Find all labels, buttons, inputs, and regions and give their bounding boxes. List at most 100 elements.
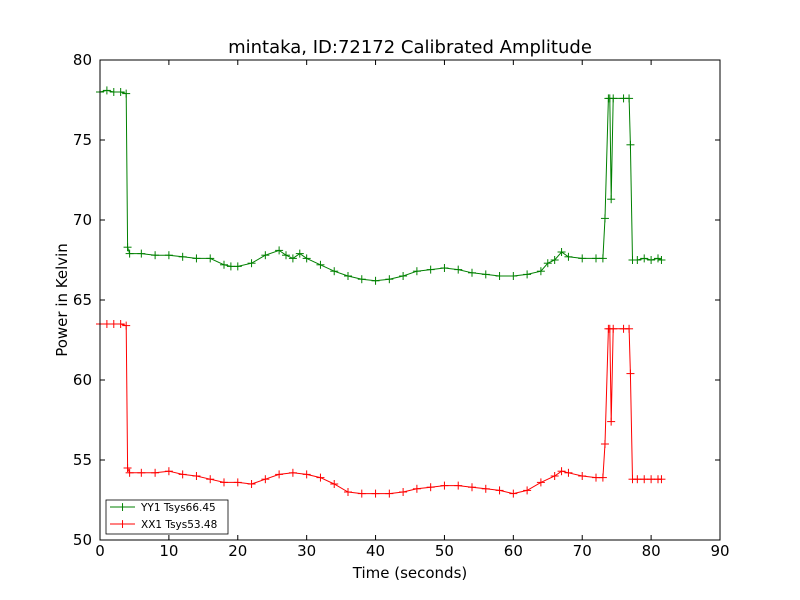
data-point-xx1 [564, 468, 573, 477]
plot-frame [99, 59, 721, 541]
data-point-yy1 [399, 272, 408, 280]
legend-marker-yy1: + [117, 500, 127, 514]
data-point-xx1 [633, 475, 642, 484]
data-point-xx1 [468, 483, 476, 492]
data-point-xx1 [109, 320, 118, 328]
data-point-yy1 [468, 268, 476, 277]
data-point-xx1 [495, 486, 504, 495]
data-point-yy1 [125, 249, 134, 258]
data-point-xx1 [178, 470, 187, 479]
data-point-xx1 [123, 464, 132, 472]
x-tick-label: 0 [95, 542, 105, 560]
data-point-yy1 [625, 94, 634, 103]
data-point-yy1 [633, 256, 642, 264]
legend-marker-xx1: + [117, 517, 127, 531]
data-point-yy1 [282, 251, 290, 260]
data-point-yy1 [536, 267, 545, 276]
x-tick-label: 60 [504, 542, 523, 560]
data-point-yy1 [226, 262, 235, 271]
y-axis-label: Power in Kelvin [53, 243, 71, 357]
data-point-xx1 [600, 440, 609, 448]
data-point-xx1 [357, 489, 366, 498]
data-point-yy1 [454, 265, 463, 274]
x-tick-label: 40 [366, 542, 385, 560]
data-point-xx1 [399, 488, 408, 496]
data-point-yy1 [626, 140, 635, 149]
data-point-xx1 [137, 468, 146, 477]
x-tick-label: 90 [710, 542, 729, 560]
data-point-yy1 [109, 88, 118, 96]
data-point-xx1 [440, 481, 449, 490]
data-point-yy1 [164, 251, 173, 260]
data-point-yy1 [295, 249, 304, 258]
data-point-yy1 [426, 265, 435, 274]
data-point-yy1 [578, 254, 587, 263]
data-point-xx1 [275, 470, 284, 479]
chart-title: mintaka, ID:72172 Calibrated Amplitude [228, 37, 592, 58]
data-point-yy1 [371, 276, 380, 285]
data-point-xx1 [609, 324, 618, 333]
data-point-xx1 [607, 417, 616, 426]
x-tick-label: 30 [297, 542, 316, 560]
data-point-xx1 [481, 484, 490, 493]
data-point-yy1 [509, 272, 518, 280]
data-point-yy1 [151, 251, 160, 260]
data-point-xx1 [125, 468, 134, 477]
data-point-xx1 [454, 481, 463, 490]
data-point-xx1 [371, 489, 380, 498]
data-point-yy1 [440, 264, 449, 272]
data-point-xx1 [523, 486, 532, 495]
data-point-xx1 [592, 473, 600, 482]
plot-area [100, 60, 720, 540]
data-point-xx1 [302, 470, 311, 479]
data-point-yy1 [192, 254, 201, 263]
data-point-yy1 [261, 251, 270, 260]
data-point-xx1 [412, 484, 421, 493]
data-point-xx1 [626, 369, 635, 378]
data-point-xx1 [247, 480, 256, 488]
data-point-yy1 [564, 252, 573, 261]
data-point-xx1 [385, 489, 394, 498]
data-point-xx1 [330, 480, 339, 488]
y-tick-label: 55 [73, 451, 92, 469]
y-tick-label: 75 [73, 131, 92, 149]
x-tick-label: 20 [228, 542, 247, 560]
data-point-yy1 [592, 254, 600, 263]
x-tick-label: 80 [642, 542, 661, 560]
data-point-xx1 [426, 483, 435, 492]
data-point-xx1 [206, 475, 215, 484]
y-tick-label: 65 [73, 291, 92, 309]
data-point-yy1 [330, 267, 339, 276]
data-point-yy1 [220, 260, 228, 269]
legend-label-xx1: XX1 Tsys53.48 [141, 519, 217, 531]
data-point-yy1 [598, 254, 607, 263]
data-point-yy1 [116, 88, 125, 96]
data-point-yy1 [550, 256, 559, 264]
data-point-xx1 [550, 472, 559, 480]
x-tick-label: 50 [435, 542, 454, 560]
data-point-xx1 [192, 472, 201, 480]
data-point-xx1 [536, 478, 545, 487]
data-point-yy1 [412, 267, 421, 276]
data-point-xx1 [344, 488, 352, 496]
data-point-xx1 [288, 468, 297, 477]
data-point-xx1 [598, 473, 607, 482]
data-point-yy1 [654, 254, 662, 263]
data-point-yy1 [275, 246, 284, 255]
data-point-xx1 [116, 320, 125, 328]
x-tick-label: 70 [573, 542, 592, 560]
y-tick-label: 70 [73, 211, 92, 229]
axis-ticks: 0 10 20 30 40 50 60 70 80 90 50 55 60 65 70 75 80 [73, 51, 730, 560]
legend-box [105, 499, 229, 535]
data-point-yy1 [640, 254, 649, 263]
data-point-xx1 [151, 468, 160, 477]
data-point-yy1 [495, 272, 504, 280]
data-point-yy1 [344, 272, 352, 280]
data-point-yy1 [523, 270, 532, 279]
data-point-xx1 [122, 321, 131, 330]
data-point-xx1 [625, 324, 634, 333]
data-point-yy1 [557, 248, 566, 256]
data-point-yy1 [543, 259, 552, 268]
data-point-yy1 [247, 259, 256, 268]
